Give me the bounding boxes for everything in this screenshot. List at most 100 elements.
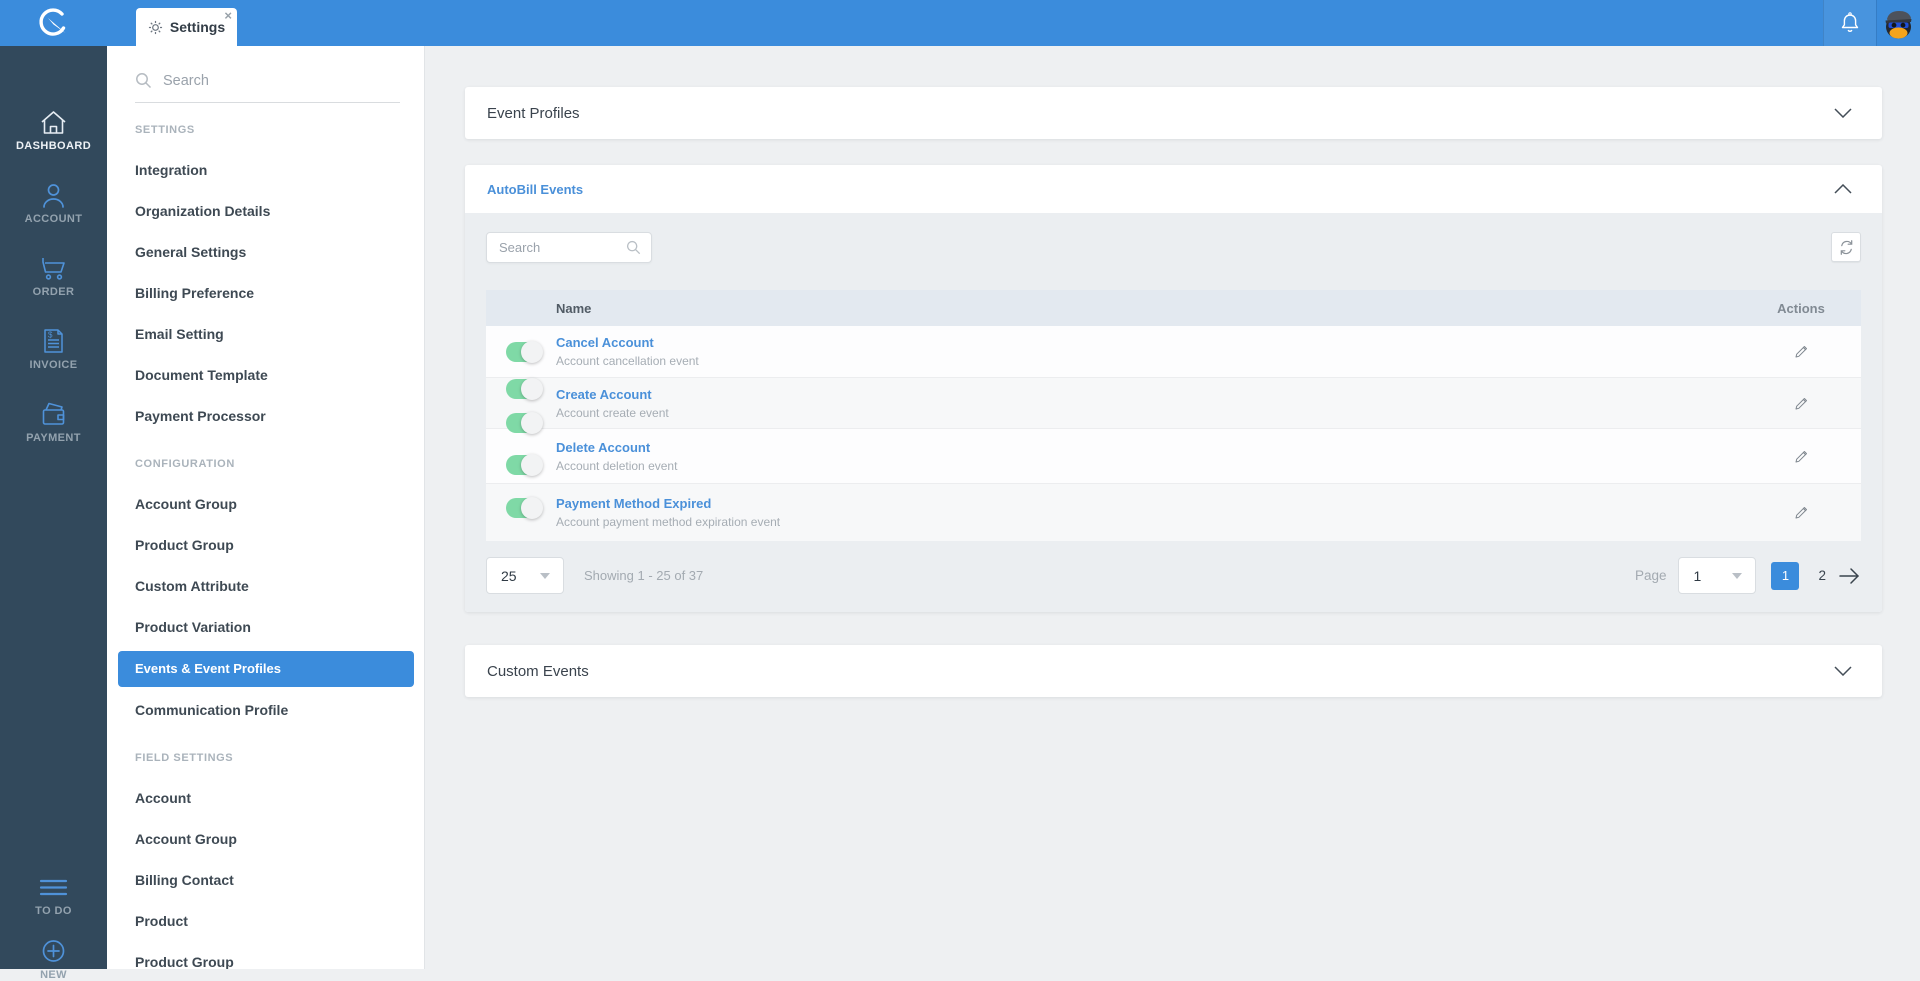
event-link-payment-method-expired[interactable]: Payment Method Expired: [556, 496, 1741, 511]
user-icon: [0, 181, 107, 209]
active-page-number: 1: [1782, 568, 1789, 583]
panel-autobill-events: AutoBill Events: [465, 165, 1882, 612]
events-table: Name Actions Cancel Account Account canc…: [486, 290, 1861, 541]
panel-custom-events-header[interactable]: Custom Events: [465, 645, 1882, 697]
table-search-input[interactable]: [499, 240, 626, 255]
tab-settings[interactable]: Settings ×: [136, 8, 237, 46]
primary-nav: DASHBOARD ACCOUNT ORDER: [0, 46, 107, 969]
avatar-penguin-image: [1882, 7, 1915, 40]
page-button-2[interactable]: 2: [1818, 568, 1826, 583]
notifications-button[interactable]: [1823, 0, 1876, 46]
sidebar-search[interactable]: [135, 72, 400, 103]
page-size-value: 25: [501, 568, 517, 584]
event-description: Account payment method expiration event: [556, 515, 1741, 529]
nav-item-account[interactable]: ACCOUNT: [0, 181, 107, 225]
toggle-switch-on[interactable]: [506, 455, 540, 475]
nav-item-payment[interactable]: PAYMENT: [0, 400, 107, 444]
toggle-switch-on[interactable]: [506, 342, 540, 362]
table-search[interactable]: [486, 232, 652, 263]
nav-item-dashboard[interactable]: DASHBOARD: [0, 108, 107, 152]
sidebar-item-field-account-group[interactable]: Account Group: [107, 819, 424, 860]
home-icon: [0, 108, 107, 136]
panel-event-profiles-header[interactable]: Event Profiles: [465, 87, 1882, 139]
nav-label: NEW: [0, 969, 107, 981]
edit-pencil-icon[interactable]: [1793, 504, 1810, 521]
refresh-button[interactable]: [1831, 232, 1861, 262]
event-link-create-account[interactable]: Create Account: [556, 387, 1741, 402]
showing-text: Showing 1 - 25 of 37: [584, 568, 1635, 583]
sidebar-item-organization-details[interactable]: Organization Details: [107, 191, 424, 232]
column-header-actions: Actions: [1741, 301, 1861, 316]
settings-sidebar: SETTINGS Integration Organization Detail…: [107, 46, 425, 969]
sidebar-item-email-setting[interactable]: Email Setting: [107, 314, 424, 355]
sidebar-item-integration[interactable]: Integration: [107, 150, 424, 191]
event-link-delete-account[interactable]: Delete Account: [556, 440, 1741, 455]
toggle-switch-on[interactable]: [506, 498, 540, 518]
page-button-1[interactable]: 1: [1771, 562, 1799, 590]
page-number-value: 1: [1693, 568, 1701, 584]
sidebar-item-product-variation[interactable]: Product Variation: [107, 607, 424, 648]
page-number-select[interactable]: 1: [1678, 557, 1756, 594]
chevron-up-icon[interactable]: [1834, 184, 1852, 194]
nav-item-todo[interactable]: TO DO: [0, 873, 107, 917]
refresh-icon: [1838, 239, 1855, 256]
sidebar-item-product-group[interactable]: Product Group: [107, 525, 424, 566]
sidebar-item-billing-preference[interactable]: Billing Preference: [107, 273, 424, 314]
nav-label: INVOICE: [0, 359, 107, 371]
main-content: Event Profiles AutoBill Events: [425, 46, 1920, 969]
section-title-field-settings: FIELD SETTINGS: [107, 738, 424, 778]
sidebar-item-field-billing-contact[interactable]: Billing Contact: [107, 860, 424, 901]
nav-label: ORDER: [0, 286, 107, 298]
table-row: Payment Method Expired Account payment m…: [486, 483, 1861, 541]
sidebar-item-events-event-profiles[interactable]: Events & Event Profiles: [118, 651, 414, 687]
event-description: Account create event: [556, 406, 1741, 420]
toggle-switch-on[interactable]: [506, 379, 540, 399]
panel-autobill-header[interactable]: AutoBill Events: [465, 165, 1882, 213]
nav-label: TO DO: [0, 905, 107, 917]
sidebar-item-field-product[interactable]: Product: [107, 901, 424, 942]
nav-label: ACCOUNT: [0, 213, 107, 225]
sidebar-item-document-template[interactable]: Document Template: [107, 355, 424, 396]
next-page-arrow-icon[interactable]: [1838, 565, 1861, 587]
plus-circle-icon: [0, 937, 107, 965]
page-size-select[interactable]: 25: [486, 557, 564, 594]
search-icon: [135, 72, 152, 89]
gear-icon: [148, 20, 163, 35]
panel-event-profiles: Event Profiles: [465, 87, 1882, 139]
page-label: Page: [1635, 568, 1667, 583]
table-row: Delete Account Account deletion event: [486, 428, 1861, 483]
sidebar-search-input[interactable]: [163, 73, 400, 89]
panel-title: Event Profiles: [487, 105, 580, 122]
event-description: Account cancellation event: [556, 354, 1741, 368]
table-row: Create Account Account create event: [486, 377, 1861, 428]
sidebar-item-payment-processor[interactable]: Payment Processor: [107, 396, 424, 437]
sidebar-item-communication-profile[interactable]: Communication Profile: [107, 690, 424, 731]
sidebar-item-field-account[interactable]: Account: [107, 778, 424, 819]
user-avatar[interactable]: [1876, 0, 1920, 46]
nav-item-order[interactable]: ORDER: [0, 254, 107, 298]
sidebar-item-field-product-group[interactable]: Product Group: [107, 942, 424, 969]
chevron-down-icon[interactable]: [1834, 108, 1852, 118]
panel-title: Custom Events: [487, 663, 589, 680]
wallet-icon: [0, 400, 107, 428]
toggle-switch-on[interactable]: [506, 413, 540, 433]
edit-pencil-icon[interactable]: [1793, 395, 1810, 412]
chevron-down-icon[interactable]: [1834, 666, 1852, 676]
nav-item-new[interactable]: NEW: [0, 937, 107, 981]
tab-close-icon[interactable]: ×: [224, 9, 232, 22]
panel-title: AutoBill Events: [487, 182, 583, 197]
event-description: Account deletion event: [556, 459, 1741, 473]
caret-down-icon: [540, 573, 550, 579]
nav-item-invoice[interactable]: $ INVOICE: [0, 327, 107, 371]
edit-pencil-icon[interactable]: [1793, 343, 1810, 360]
cart-icon: [0, 254, 107, 282]
sidebar-item-custom-attribute[interactable]: Custom Attribute: [107, 566, 424, 607]
edit-pencil-icon[interactable]: [1793, 448, 1810, 465]
table-row: Cancel Account Account cancellation even…: [486, 326, 1861, 377]
app-logo: [0, 0, 107, 46]
sidebar-item-account-group[interactable]: Account Group: [107, 484, 424, 525]
logo-icon: [36, 5, 72, 41]
sidebar-item-general-settings[interactable]: General Settings: [107, 232, 424, 273]
event-link-cancel-account[interactable]: Cancel Account: [556, 335, 1741, 350]
table-header-row: Name Actions: [486, 290, 1861, 326]
